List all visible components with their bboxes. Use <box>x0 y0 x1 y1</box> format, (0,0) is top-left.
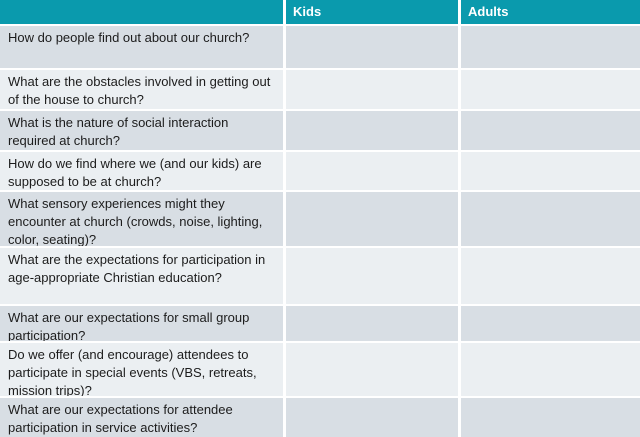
adults-answer-cell <box>461 70 640 109</box>
question-cell: What is the nature of social interaction… <box>0 111 283 150</box>
question-cell: How do people find out about our church? <box>0 26 283 68</box>
question-cell: What are the obstacles involved in getti… <box>0 70 283 109</box>
adults-answer-cell <box>461 248 640 304</box>
kids-answer-cell <box>286 26 458 68</box>
adults-answer-cell <box>461 398 640 437</box>
adults-answer-cell <box>461 343 640 396</box>
header-cell-adults: Adults <box>461 0 640 24</box>
adults-answer-cell <box>461 111 640 150</box>
question-cell: Do we offer (and encourage) attendees to… <box>0 343 283 396</box>
question-cell: How do we find where we (and our kids) a… <box>0 152 283 190</box>
header-cell-kids: Kids <box>286 0 458 24</box>
question-cell: What are our expectations for attendee p… <box>0 398 283 437</box>
question-cell: What sensory experiences might they enco… <box>0 192 283 246</box>
adults-answer-cell <box>461 26 640 68</box>
kids-answer-cell <box>286 306 458 341</box>
kids-answer-cell <box>286 70 458 109</box>
kids-answer-cell <box>286 111 458 150</box>
adults-answer-cell <box>461 192 640 246</box>
kids-answer-cell <box>286 248 458 304</box>
adults-answer-cell <box>461 306 640 341</box>
adults-answer-cell <box>461 152 640 190</box>
question-cell: What are our expectations for small grou… <box>0 306 283 341</box>
kids-answer-cell <box>286 192 458 246</box>
question-cell: What are the expectations for participat… <box>0 248 283 304</box>
header-cell-blank <box>0 0 283 24</box>
kids-answer-cell <box>286 343 458 396</box>
kids-answer-cell <box>286 398 458 437</box>
kids-answer-cell <box>286 152 458 190</box>
